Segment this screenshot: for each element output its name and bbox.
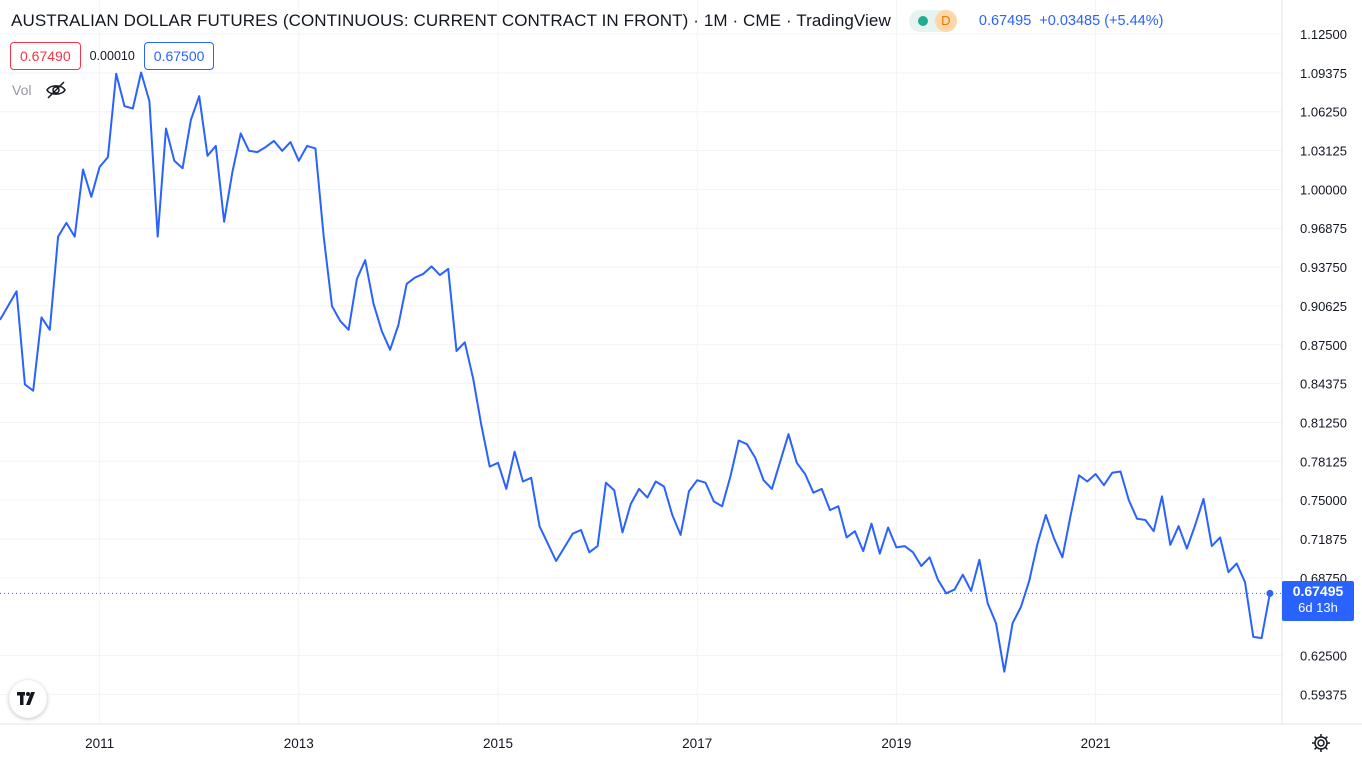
symbol-title[interactable]: AUSTRALIAN DOLLAR FUTURES (CONTINUOUS: C…: [11, 11, 891, 30]
header-price-change: +0.03485 (+5.44%): [1039, 13, 1164, 29]
y-tick-label: 1.06250: [1300, 105, 1347, 120]
y-tick-label: 0.71875: [1300, 532, 1347, 547]
x-tick-label: 2015: [483, 736, 513, 751]
eye-crossed-icon[interactable]: [45, 80, 67, 100]
tradingview-logo-icon[interactable]: [9, 680, 47, 718]
quote-row: 0.67490 0.00010 0.67500: [10, 42, 215, 70]
y-tick-label: 0.75000: [1300, 493, 1347, 508]
x-tick-label: 2013: [284, 736, 314, 751]
y-tick-label: 0.84375: [1300, 377, 1347, 392]
delayed-data-badge: D: [934, 10, 957, 32]
market-status-pill[interactable]: D: [908, 10, 957, 32]
y-tick-label: 0.59375: [1300, 687, 1347, 702]
last-price-value: 0.67495: [1292, 583, 1344, 599]
last-point: [1266, 589, 1274, 597]
y-tick-label: 1.00000: [1300, 182, 1347, 197]
volume-label: Vol: [12, 82, 32, 98]
volume-indicator[interactable]: Vol: [12, 80, 67, 100]
x-axis-labels: 2011 2013 2015 2017 2019 2021: [85, 736, 1111, 751]
x-tick-label: 2019: [881, 736, 911, 751]
x-tick-label: 2021: [1081, 736, 1111, 751]
y-tick-label: 0.96875: [1300, 221, 1347, 236]
y-tick-label: 0.62500: [1300, 649, 1347, 664]
y-tick-label: 0.93750: [1300, 260, 1347, 275]
y-tick-label: 0.90625: [1300, 299, 1347, 314]
y-tick-label: 1.12500: [1300, 27, 1347, 42]
y-tick-label: 0.78125: [1300, 454, 1347, 469]
series-line[interactable]: [0, 71, 1271, 673]
buy-price-button[interactable]: 0.67500: [143, 42, 215, 70]
y-tick-label: 1.09375: [1300, 66, 1347, 81]
header-last-price: 0.67495: [978, 13, 1032, 29]
market-open-status-icon: [917, 16, 928, 26]
chart-header: AUSTRALIAN DOLLAR FUTURES (CONTINUOUS: C…: [11, 9, 1163, 33]
bar-countdown: 6d 13h: [1298, 600, 1338, 615]
gear-icon[interactable]: [1311, 733, 1331, 753]
last-price-label: 0.67495 6d 13h: [1282, 581, 1354, 621]
y-tick-label: 1.03125: [1300, 144, 1347, 159]
sell-price-button[interactable]: 0.67490: [10, 42, 81, 70]
y-tick-label: 0.81250: [1300, 415, 1347, 430]
grid-lines: [0, 0, 1282, 724]
x-tick-label: 2011: [85, 736, 114, 751]
y-tick-label: 0.87500: [1300, 338, 1347, 353]
spread-value: 0.00010: [89, 49, 135, 63]
x-tick-label: 2017: [682, 736, 712, 751]
